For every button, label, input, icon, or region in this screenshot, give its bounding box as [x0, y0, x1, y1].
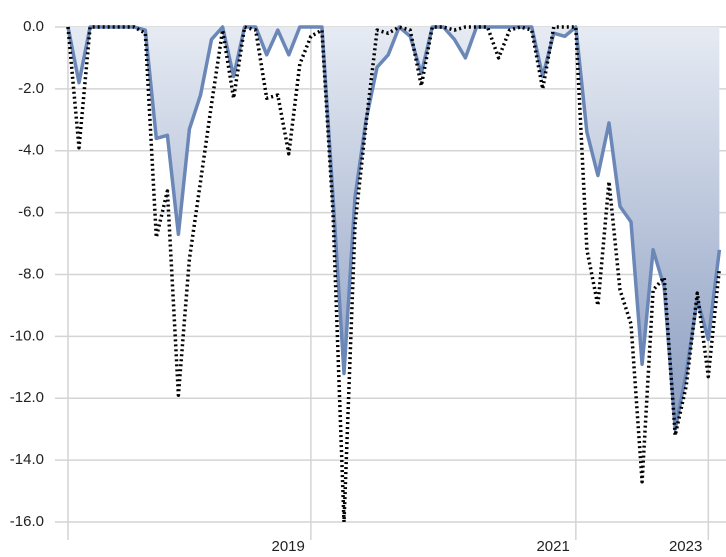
- area: [68, 27, 720, 430]
- y-tick-label: -6.0: [18, 204, 44, 221]
- y-tick-label: -12.0: [10, 389, 44, 406]
- line: [66, 25, 722, 524]
- y-tick-label: -8.0: [18, 265, 44, 282]
- area-line: [66, 25, 722, 431]
- x-tick-label: 2019: [272, 538, 305, 555]
- y-tick-label: -16.0: [10, 513, 44, 530]
- x-tick-label: 2023: [669, 538, 702, 555]
- x-tick-label: 2021: [536, 538, 569, 555]
- y-tick-label: -4.0: [18, 142, 44, 159]
- y-tick-label: -14.0: [10, 451, 44, 468]
- y-tick-label: -10.0: [10, 327, 44, 344]
- y-tick-label: 0.0: [23, 18, 44, 35]
- y-tick-label: -2.0: [18, 80, 44, 97]
